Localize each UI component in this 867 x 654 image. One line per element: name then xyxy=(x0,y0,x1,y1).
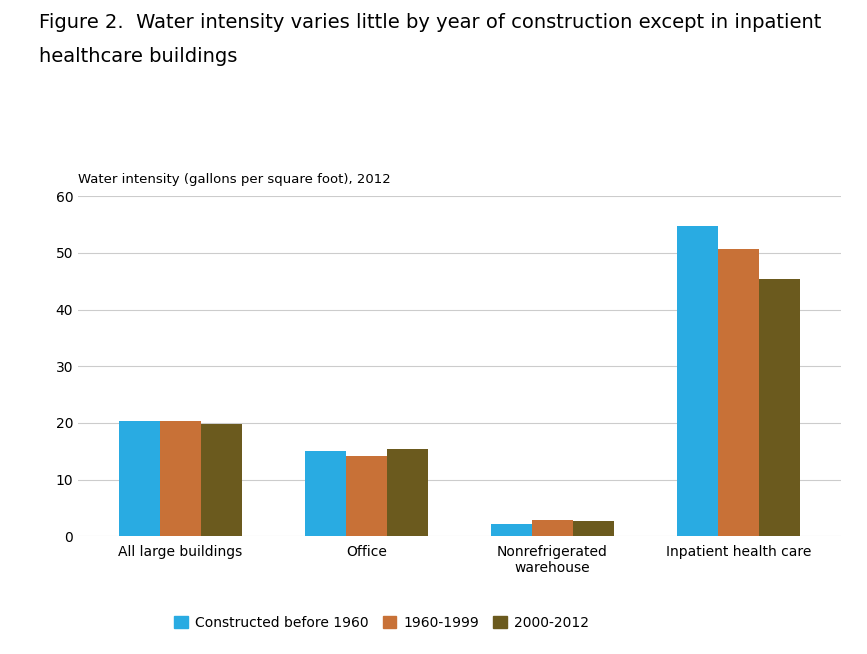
Bar xyxy=(677,226,718,536)
Text: Water intensity (gallons per square foot), 2012: Water intensity (gallons per square foot… xyxy=(78,173,391,186)
Bar xyxy=(160,421,201,536)
Bar xyxy=(491,524,532,536)
Bar xyxy=(119,421,160,536)
Bar xyxy=(201,424,242,536)
Bar xyxy=(346,456,387,536)
Bar xyxy=(305,451,346,536)
Bar xyxy=(718,249,759,536)
Bar xyxy=(759,279,800,536)
Bar xyxy=(387,449,428,536)
Bar xyxy=(573,521,614,536)
Text: Figure 2.  Water intensity varies little by year of construction except in inpat: Figure 2. Water intensity varies little … xyxy=(39,13,821,32)
Text: healthcare buildings: healthcare buildings xyxy=(39,47,238,66)
Bar xyxy=(532,521,573,536)
Legend: Constructed before 1960, 1960-1999, 2000-2012: Constructed before 1960, 1960-1999, 2000… xyxy=(170,611,593,634)
